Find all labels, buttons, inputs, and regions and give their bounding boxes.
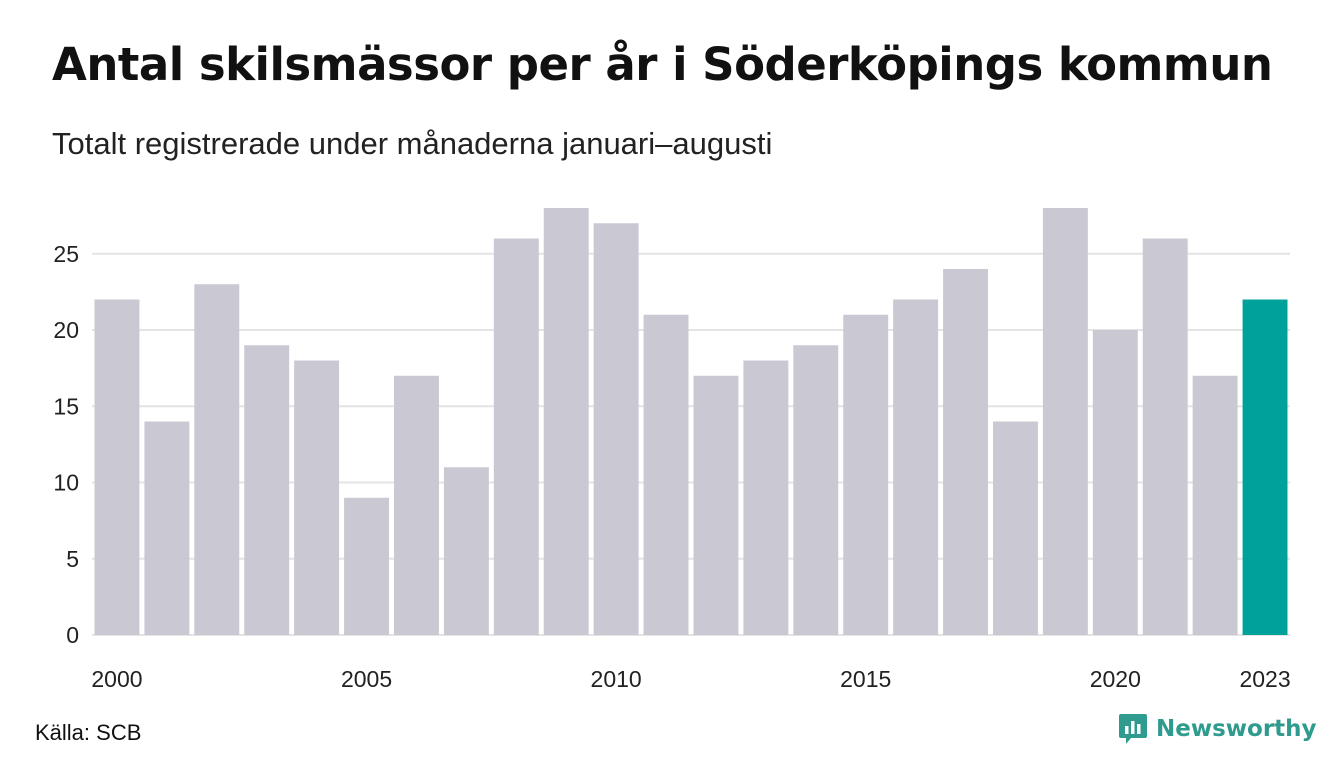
bar-2012 — [693, 375, 739, 635]
bar-2004 — [294, 360, 340, 635]
chart-subtitle: Totalt registrerade under månaderna janu… — [52, 126, 773, 161]
bar-2023 — [1242, 299, 1288, 635]
y-tick-label: 20 — [53, 317, 79, 343]
bar-2018 — [993, 421, 1038, 635]
y-axis-ticks: 0 5 10 15 20 25 — [53, 241, 79, 648]
y-tick-label: 5 — [66, 546, 79, 572]
x-axis-ticks: 2000 2005 2010 2015 2020 2023 — [91, 666, 1290, 692]
bar-2005 — [344, 497, 389, 635]
x-tick-label: 2015 — [840, 666, 891, 692]
chart-title: Antal skilsmässor per år i Söderköpings … — [52, 38, 1273, 91]
bar-2020 — [1092, 330, 1138, 635]
y-tick-label: 25 — [53, 241, 79, 267]
bars — [94, 208, 1288, 635]
bar-2019 — [1042, 208, 1088, 635]
bar-chart: 0 5 10 15 20 25 2000 2005 2010 2015 2020 2023 — [53, 208, 1291, 692]
x-tick-label: 2023 — [1239, 666, 1290, 692]
bar-2001 — [144, 421, 190, 635]
x-tick-label: 2020 — [1090, 666, 1141, 692]
x-tick-label: 2000 — [91, 666, 142, 692]
y-tick-label: 15 — [53, 393, 79, 419]
bar-2002 — [194, 284, 240, 635]
chart-bubble-icon — [1119, 714, 1147, 744]
bar-2009 — [543, 208, 589, 635]
bar-2016 — [893, 299, 939, 635]
bar-2010 — [593, 223, 639, 635]
source-note: Källa: SCB — [35, 720, 142, 745]
bar-2013 — [743, 360, 789, 635]
bar-2021 — [1142, 238, 1188, 635]
bar-2022 — [1192, 375, 1238, 635]
x-tick-label: 2005 — [341, 666, 392, 692]
bar-2014 — [793, 345, 839, 635]
bar-2008 — [493, 238, 539, 635]
bar-2003 — [244, 345, 290, 635]
bar-2000 — [94, 299, 140, 635]
bar-2011 — [643, 314, 689, 635]
brand-logo: Newsworthy — [1118, 712, 1317, 746]
y-tick-label: 10 — [53, 470, 79, 496]
bar-2017 — [943, 269, 988, 635]
x-tick-label: 2010 — [591, 666, 642, 692]
brand-name: Newsworthy — [1156, 716, 1317, 742]
bar-2007 — [443, 467, 489, 635]
grid-lines — [92, 252, 1290, 636]
y-tick-label: 0 — [66, 622, 79, 648]
bar-2006 — [394, 375, 439, 635]
bar-2015 — [843, 314, 889, 635]
